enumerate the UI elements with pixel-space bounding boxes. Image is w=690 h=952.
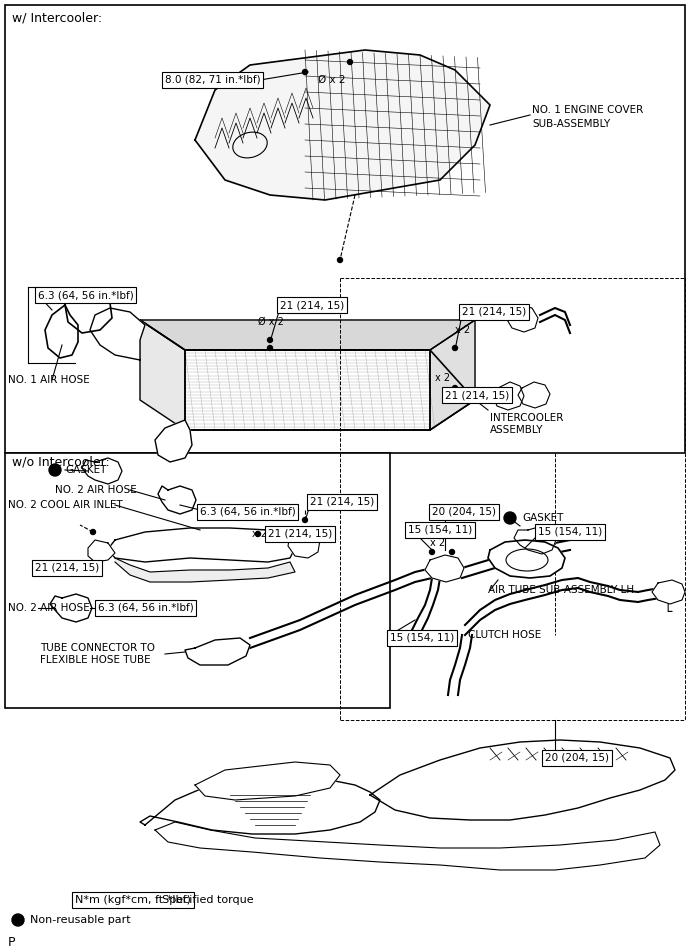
- Polygon shape: [155, 420, 192, 462]
- Circle shape: [255, 531, 261, 537]
- Polygon shape: [518, 382, 550, 408]
- Text: : Specified torque: : Specified torque: [155, 895, 254, 905]
- Text: 15 (154, 11): 15 (154, 11): [538, 527, 602, 537]
- Text: 8.0 (82, 71 in.*lbf): 8.0 (82, 71 in.*lbf): [165, 75, 261, 85]
- Text: 6.3 (64, 56 in.*lbf): 6.3 (64, 56 in.*lbf): [98, 603, 194, 613]
- Circle shape: [348, 59, 353, 65]
- Text: Non-reusable part: Non-reusable part: [30, 915, 130, 925]
- Polygon shape: [506, 305, 538, 332]
- Text: AIR TUBE SUB-ASSEMBLY LH: AIR TUBE SUB-ASSEMBLY LH: [488, 585, 634, 595]
- Circle shape: [90, 529, 95, 534]
- Circle shape: [268, 338, 273, 343]
- Text: 21 (214, 15): 21 (214, 15): [280, 300, 344, 310]
- Polygon shape: [140, 320, 185, 430]
- Polygon shape: [488, 540, 565, 578]
- Polygon shape: [45, 305, 78, 358]
- Polygon shape: [430, 320, 475, 430]
- Circle shape: [449, 549, 455, 554]
- Text: 21 (214, 15): 21 (214, 15): [310, 497, 374, 507]
- Text: INTERCOOLER: INTERCOOLER: [490, 413, 563, 423]
- Circle shape: [453, 386, 457, 390]
- Text: ASSEMBLY: ASSEMBLY: [490, 425, 544, 435]
- Text: 21 (214, 15): 21 (214, 15): [445, 390, 509, 400]
- Circle shape: [504, 512, 516, 524]
- Text: w/ Intercooler:: w/ Intercooler:: [12, 11, 102, 25]
- Text: NO. 2 AIR HOSE: NO. 2 AIR HOSE: [55, 485, 137, 495]
- Text: Ø x 2: Ø x 2: [318, 75, 346, 85]
- Text: x 2: x 2: [455, 325, 470, 335]
- Text: 20 (204, 15): 20 (204, 15): [545, 753, 609, 763]
- Text: x 2: x 2: [430, 538, 445, 548]
- Polygon shape: [50, 594, 92, 622]
- Text: FLEXIBLE HOSE TUBE: FLEXIBLE HOSE TUBE: [40, 655, 150, 665]
- Text: x 2: x 2: [252, 529, 267, 539]
- Polygon shape: [185, 350, 430, 430]
- Polygon shape: [514, 526, 556, 554]
- Text: GASKET: GASKET: [522, 513, 563, 523]
- Circle shape: [12, 914, 24, 926]
- Text: GASKET: GASKET: [65, 465, 106, 475]
- Circle shape: [268, 346, 273, 350]
- Text: └: └: [664, 605, 672, 619]
- Text: 20 (204, 15): 20 (204, 15): [432, 507, 496, 517]
- Circle shape: [49, 464, 61, 476]
- Text: 21 (214, 15): 21 (214, 15): [35, 563, 99, 573]
- Text: x 2: x 2: [435, 373, 450, 383]
- Polygon shape: [195, 762, 340, 800]
- Text: P: P: [8, 936, 15, 948]
- Polygon shape: [65, 290, 112, 333]
- Polygon shape: [652, 580, 685, 604]
- Text: SUB-ASSEMBLY: SUB-ASSEMBLY: [532, 119, 610, 129]
- Circle shape: [337, 257, 342, 263]
- Polygon shape: [158, 486, 196, 514]
- Text: 21 (214, 15): 21 (214, 15): [268, 529, 333, 539]
- Text: NO. 1 ENGINE COVER: NO. 1 ENGINE COVER: [532, 105, 643, 115]
- Text: TUBE CONNECTOR TO: TUBE CONNECTOR TO: [40, 643, 155, 653]
- Text: NO. 2 AIR HOSE: NO. 2 AIR HOSE: [8, 603, 90, 613]
- Polygon shape: [155, 822, 660, 870]
- Polygon shape: [370, 740, 675, 820]
- Bar: [5, 5, 685, 453]
- Circle shape: [302, 518, 308, 523]
- Text: N*m (kgf*cm, ft.*lbf): N*m (kgf*cm, ft.*lbf): [75, 895, 191, 905]
- Polygon shape: [195, 50, 490, 200]
- Polygon shape: [108, 528, 295, 562]
- Text: NO. 2 COOL AIR INLET: NO. 2 COOL AIR INLET: [8, 500, 123, 510]
- Text: 15 (154, 11): 15 (154, 11): [408, 525, 472, 535]
- Polygon shape: [90, 308, 145, 360]
- Polygon shape: [82, 458, 122, 484]
- Polygon shape: [140, 320, 475, 350]
- Circle shape: [453, 346, 457, 350]
- Polygon shape: [185, 638, 250, 665]
- Circle shape: [302, 69, 308, 74]
- Text: w/o Intercooler:: w/o Intercooler:: [12, 455, 110, 468]
- Polygon shape: [425, 555, 464, 582]
- Text: 6.3 (64, 56 in.*lbf): 6.3 (64, 56 in.*lbf): [200, 507, 296, 517]
- Polygon shape: [115, 558, 295, 582]
- Text: Ø x 2: Ø x 2: [258, 317, 284, 327]
- Bar: [5, 453, 390, 708]
- Circle shape: [429, 549, 435, 554]
- Text: 15 (154, 11): 15 (154, 11): [390, 633, 454, 643]
- Text: CLUTCH HOSE: CLUTCH HOSE: [468, 630, 541, 640]
- Text: NO. 1 AIR HOSE: NO. 1 AIR HOSE: [8, 375, 90, 385]
- Text: 21 (214, 15): 21 (214, 15): [462, 307, 526, 317]
- Polygon shape: [140, 778, 380, 834]
- Polygon shape: [288, 528, 320, 558]
- Polygon shape: [493, 382, 524, 410]
- Polygon shape: [88, 540, 115, 562]
- Bar: [185, 350, 430, 430]
- Text: 6.3 (64, 56 in.*lbf): 6.3 (64, 56 in.*lbf): [38, 290, 134, 300]
